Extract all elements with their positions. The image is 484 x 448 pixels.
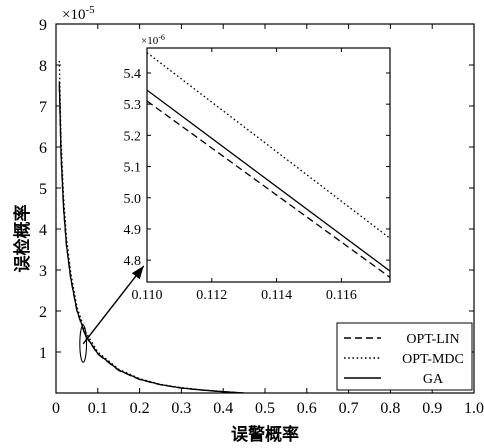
inset-y-tick-label: 4.9 [124, 223, 142, 238]
main-plot: 0 0.1 0.2 0.3 0.4 0.5 0.6 0.7 0.8 0.9 1.0 1 2 3 4 5 6 7 8 9… [12, 4, 484, 445]
x-axis-label: 误警概率 [231, 424, 299, 443]
y-tick-label: 7 [39, 99, 47, 116]
inset-x-tick-label: 0.110 [132, 288, 163, 303]
y-tick-label: 6 [39, 140, 47, 157]
inset-x-tick-label: 0.112 [196, 288, 227, 303]
legend-label-ga: GA [423, 372, 444, 387]
y-exponent-power: -5 [85, 4, 95, 16]
legend-label-opt-mdc: OPT-MDC [402, 352, 464, 367]
x-tick-label: 0.9 [422, 400, 442, 417]
inset-exponent-power: -6 [158, 33, 165, 42]
x-tick-label: 0.1 [88, 400, 108, 417]
zoom-arrow-line [82, 265, 145, 345]
x-axis-ticks: 0 0.1 0.2 0.3 0.4 0.5 0.6 0.7 0.8 0.9 1.0 [52, 24, 484, 417]
inset-y-tick-label: 5.1 [124, 161, 142, 176]
inset-exponent-base: ×10 [141, 35, 159, 47]
legend-box [336, 322, 473, 391]
y-tick-label: 3 [39, 263, 47, 280]
inset-series [147, 52, 390, 278]
y-exponent-base: ×10 [62, 7, 85, 23]
inset-y-tick-label: 5.3 [124, 98, 142, 113]
y-tick-label: 8 [39, 58, 47, 75]
main-series [58, 60, 245, 393]
x-tick-label: 0.2 [130, 400, 150, 417]
x-tick-label: 0 [52, 400, 60, 417]
x-tick-label: 0.7 [339, 400, 359, 417]
inset-x-tick-label: 0.116 [326, 288, 357, 303]
y-axis-exponent: ×10-5 [62, 4, 95, 23]
inset-y-tick-label: 5.0 [124, 192, 142, 207]
inset-y-ticks: 4.8 4.9 5.0 5.1 5.2 5.3 5.4 [124, 67, 390, 269]
inset-x-ticks: 0.110 0.112 0.114 0.116 [132, 48, 357, 303]
y-tick-label: 5 [39, 181, 47, 198]
inset-plot: 0.110 0.112 0.114 0.116 4.8 4.9 5.0 5.1 5.2 5.3 5.… [124, 33, 391, 303]
inset-series-line-opt-lin [147, 100, 390, 278]
x-tick-label: 0.5 [255, 400, 275, 417]
x-tick-label: 0.8 [380, 400, 400, 417]
inset-y-tick-label: 4.8 [124, 254, 142, 269]
inset-x-tick-label: 0.114 [261, 288, 292, 303]
legend: OPT-LIN OPT-MDC GA [336, 322, 473, 391]
inset-series-line-opt-mdc [147, 52, 390, 239]
inset-y-exponent: ×10-6 [141, 33, 165, 47]
y-axis-ticks: 1 2 3 4 5 6 7 8 9 [39, 17, 474, 362]
y-tick-label: 1 [39, 345, 47, 362]
inset-plot-frame [146, 47, 391, 283]
y-tick-label: 2 [39, 304, 47, 321]
inset-series-line-ga [147, 89, 390, 272]
legend-label-opt-lin: OPT-LIN [406, 332, 459, 347]
series-line-ga [58, 81, 245, 393]
y-tick-label: 9 [39, 17, 47, 34]
zoom-arrow-head [131, 265, 144, 280]
x-tick-label: 1.0 [464, 400, 484, 417]
inset-y-tick-label: 5.2 [124, 129, 142, 144]
zoom-region-ellipse [79, 324, 88, 363]
x-tick-label: 0.4 [213, 400, 233, 417]
inset-y-tick-label: 5.4 [124, 67, 142, 82]
y-tick-label: 4 [39, 222, 47, 239]
y-axis-label: 误检概率 [12, 205, 33, 273]
x-tick-label: 0.3 [171, 400, 191, 417]
x-tick-label: 0.6 [297, 400, 317, 417]
